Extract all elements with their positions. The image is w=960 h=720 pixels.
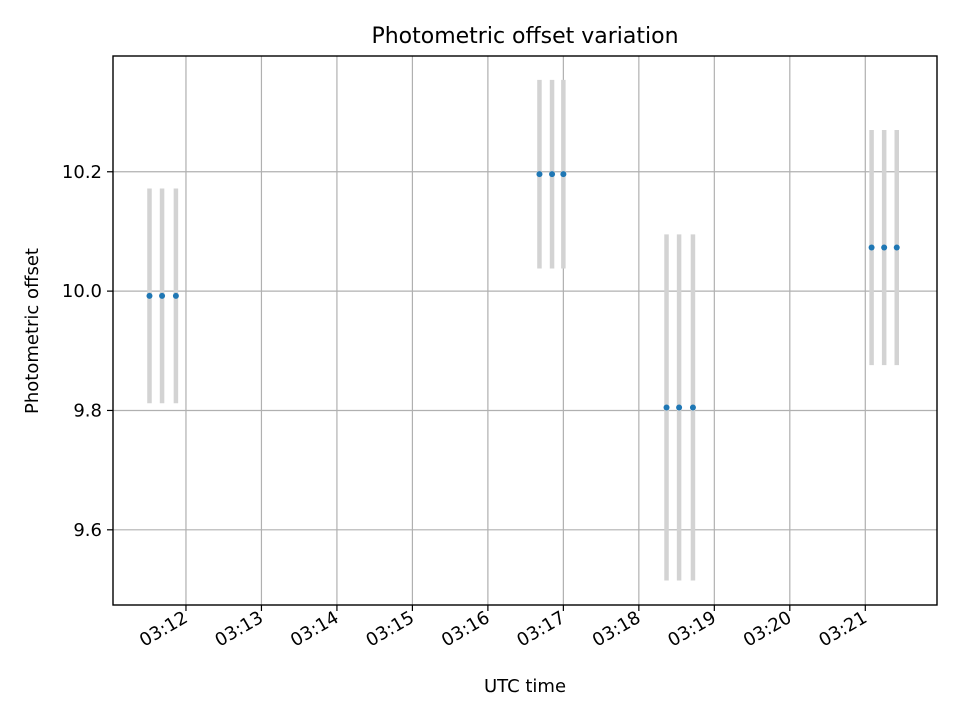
- data-point: [689, 404, 696, 411]
- x-tick-label: 03:14: [287, 607, 342, 651]
- chart-title: Photometric offset variation: [371, 24, 678, 49]
- data-point: [536, 171, 543, 178]
- x-tick-label: 03:17: [513, 607, 568, 651]
- data-point: [868, 244, 875, 251]
- data-point: [172, 292, 179, 299]
- data-point: [560, 171, 567, 178]
- x-tick-label: 03:15: [362, 607, 417, 651]
- y-tick-label: 10.2: [62, 162, 102, 183]
- y-tick-label: 9.6: [73, 520, 102, 541]
- data-point: [663, 404, 670, 411]
- y-axis-label: Photometric offset: [22, 248, 43, 414]
- data-point: [676, 404, 683, 411]
- data-point: [893, 244, 900, 251]
- y-tick-label: 9.8: [73, 400, 102, 421]
- x-axis-ticks: 03:12 03:13 03:14 03:15 03:16 03:17 03:18 03:19…: [136, 605, 871, 651]
- y-axis-ticks: 9.6 9.8 10.0 10.2: [62, 162, 113, 541]
- x-tick-label: 03:16: [438, 607, 493, 651]
- y-tick-label: 10.0: [62, 281, 102, 302]
- plot-frame: [112, 55, 938, 606]
- x-axis-label: UTC time: [484, 676, 566, 697]
- x-tick-label: 03:18: [589, 607, 644, 651]
- x-tick-label: 03:21: [815, 607, 870, 651]
- data-points: [146, 171, 900, 411]
- grid: [113, 56, 937, 605]
- data-point: [159, 292, 166, 299]
- x-tick-label: 03:13: [212, 607, 267, 651]
- data-point: [549, 171, 556, 178]
- x-tick-label: 03:19: [664, 607, 719, 651]
- x-tick-label: 03:12: [136, 607, 191, 651]
- data-point: [881, 244, 888, 251]
- x-tick-label: 03:20: [740, 607, 795, 651]
- data-point: [146, 292, 153, 299]
